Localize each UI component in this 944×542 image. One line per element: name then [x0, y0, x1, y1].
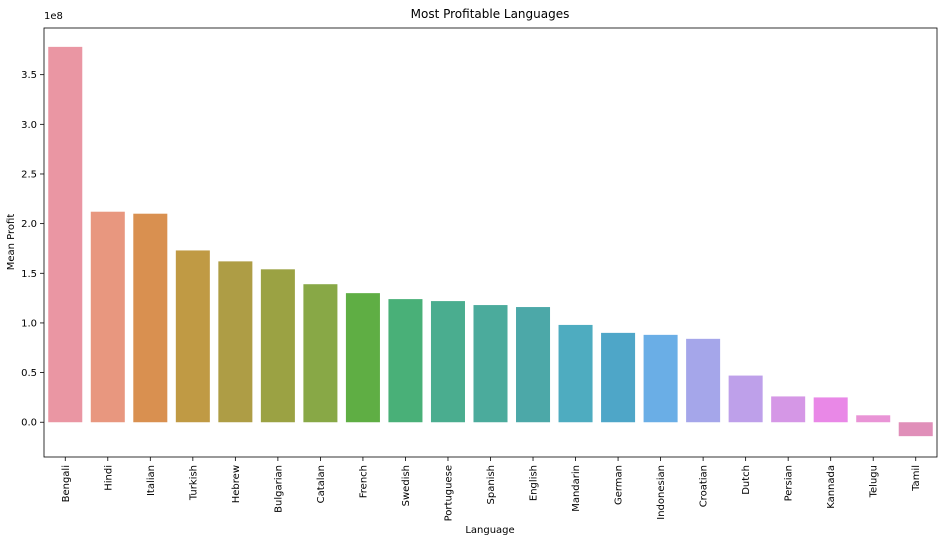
bar-tamil: [898, 422, 933, 437]
x-tick-label-telugu: Telugu: [869, 465, 880, 498]
y-tick-label: 1.5: [21, 269, 37, 280]
x-tick-label-catalan: Catalan: [316, 465, 327, 503]
bar-catalan: [303, 284, 338, 423]
bar-french: [345, 293, 380, 423]
x-tick-label-french: French: [358, 465, 369, 498]
x-tick-label-bengali: Bengali: [61, 465, 72, 502]
bar-german: [601, 332, 636, 423]
y-axis-label: Mean Profit: [6, 214, 17, 271]
y-tick-label: 0.5: [21, 368, 37, 379]
bar-kannada: [813, 397, 848, 423]
x-tick-label-bulgarian: Bulgarian: [273, 465, 284, 513]
bar-croatian: [686, 338, 721, 423]
x-tick-label-hindi: Hindi: [103, 465, 114, 491]
x-tick-label-portuguese: Portuguese: [443, 465, 454, 521]
bar-indonesian: [643, 334, 678, 423]
x-tick-label-german: German: [614, 465, 625, 505]
bar-dutch: [728, 375, 763, 423]
bar-persian: [771, 396, 806, 423]
x-tick-label-croatian: Croatian: [699, 465, 710, 507]
bar-turkish: [175, 250, 210, 423]
x-tick-label-english: English: [529, 465, 540, 501]
chart-title: Most Profitable Languages: [411, 7, 570, 21]
x-tick-label-tamil: Tamil: [911, 465, 922, 492]
y-tick-label: 2.0: [21, 219, 37, 230]
bar-portuguese: [430, 301, 465, 423]
x-tick-label-swedish: Swedish: [401, 465, 412, 506]
y-offset-text: 1e8: [44, 11, 63, 22]
bar-hindi: [90, 211, 125, 423]
bar-english: [516, 307, 551, 423]
bar-mandarin: [558, 324, 593, 423]
bar-italian: [133, 213, 168, 423]
x-tick-label-italian: Italian: [146, 465, 157, 496]
x-tick-label-mandarin: Mandarin: [571, 465, 582, 512]
bar-telugu: [856, 415, 891, 423]
y-tick-label: 3.5: [21, 70, 37, 81]
bar-swedish: [388, 299, 423, 423]
x-tick-label-kannada: Kannada: [826, 465, 837, 509]
bar-hebrew: [218, 261, 253, 423]
x-tick-label-spanish: Spanish: [486, 465, 497, 505]
x-tick-label-dutch: Dutch: [741, 465, 752, 495]
x-axis-label: Language: [465, 525, 514, 536]
y-tick-label: 2.5: [21, 169, 37, 180]
bar-bengali: [48, 46, 83, 423]
x-tick-label-hebrew: Hebrew: [231, 465, 242, 503]
bar-spanish: [473, 305, 508, 423]
y-tick-label: 1.0: [21, 318, 37, 329]
y-tick-label: 3.0: [21, 120, 37, 131]
y-tick-label: 0.0: [21, 418, 37, 429]
plot-frame: [43, 27, 938, 458]
bar-bulgarian: [260, 269, 295, 423]
x-tick-label-persian: Persian: [784, 465, 795, 501]
x-tick-label-turkish: Turkish: [188, 465, 199, 501]
x-tick-label-indonesian: Indonesian: [656, 465, 667, 520]
